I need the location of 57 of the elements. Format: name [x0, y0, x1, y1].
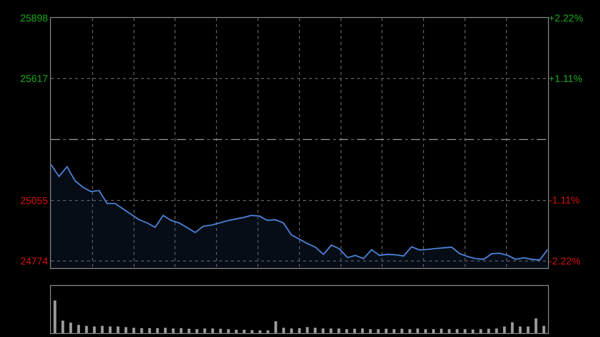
- bar: [108, 326, 112, 334]
- bar: [54, 300, 56, 334]
- y2-tick-label: -1.11%: [548, 196, 580, 207]
- bar: [196, 329, 198, 334]
- bar: [140, 328, 144, 334]
- bar: [250, 330, 254, 334]
- bar: [172, 328, 175, 334]
- bar: [156, 328, 159, 334]
- y2-tick-label: +2.22%: [548, 13, 584, 24]
- bar: [424, 329, 427, 334]
- bar: [361, 328, 364, 334]
- bar: [464, 329, 466, 334]
- y-tick-label: 24774: [20, 256, 48, 268]
- bar: [116, 326, 120, 334]
- bar: [85, 326, 88, 334]
- bar: [69, 322, 72, 334]
- y-tick-label: 25898: [20, 13, 48, 24]
- bar: [368, 329, 372, 334]
- bar: [518, 326, 522, 334]
- bar: [376, 329, 380, 334]
- bar: [203, 328, 206, 334]
- y2-tick-label: -2.22%: [548, 256, 581, 268]
- bar: [258, 330, 262, 334]
- bar: [92, 326, 96, 334]
- bar: [330, 328, 332, 334]
- bar: [77, 324, 80, 334]
- bar: [353, 328, 356, 334]
- bar: [322, 328, 324, 334]
- bar: [400, 328, 404, 334]
- bar: [432, 329, 435, 334]
- bar: [61, 320, 64, 334]
- bar: [479, 329, 482, 334]
- bar: [526, 326, 530, 334]
- bar: [180, 328, 182, 334]
- bar: [456, 329, 458, 334]
- bar: [472, 329, 474, 334]
- bar: [211, 328, 214, 334]
- bar: [306, 327, 309, 334]
- bar: [219, 328, 222, 334]
- bar: [227, 329, 230, 334]
- y-tick-label: 25617: [20, 74, 48, 86]
- bar: [534, 318, 538, 334]
- bar: [345, 329, 348, 334]
- bar: [298, 328, 301, 334]
- bar: [290, 328, 293, 334]
- bar: [148, 328, 151, 334]
- bar: [124, 327, 128, 334]
- bar: [188, 328, 190, 334]
- bar: [337, 328, 340, 334]
- bar: [448, 329, 451, 334]
- y-tick-label: 25055: [20, 196, 48, 207]
- bar: [495, 328, 498, 334]
- bar: [392, 329, 396, 334]
- bar: [416, 328, 420, 334]
- y2-tick-label: +1.11%: [548, 74, 582, 86]
- bar: [408, 329, 412, 334]
- bar: [503, 326, 506, 334]
